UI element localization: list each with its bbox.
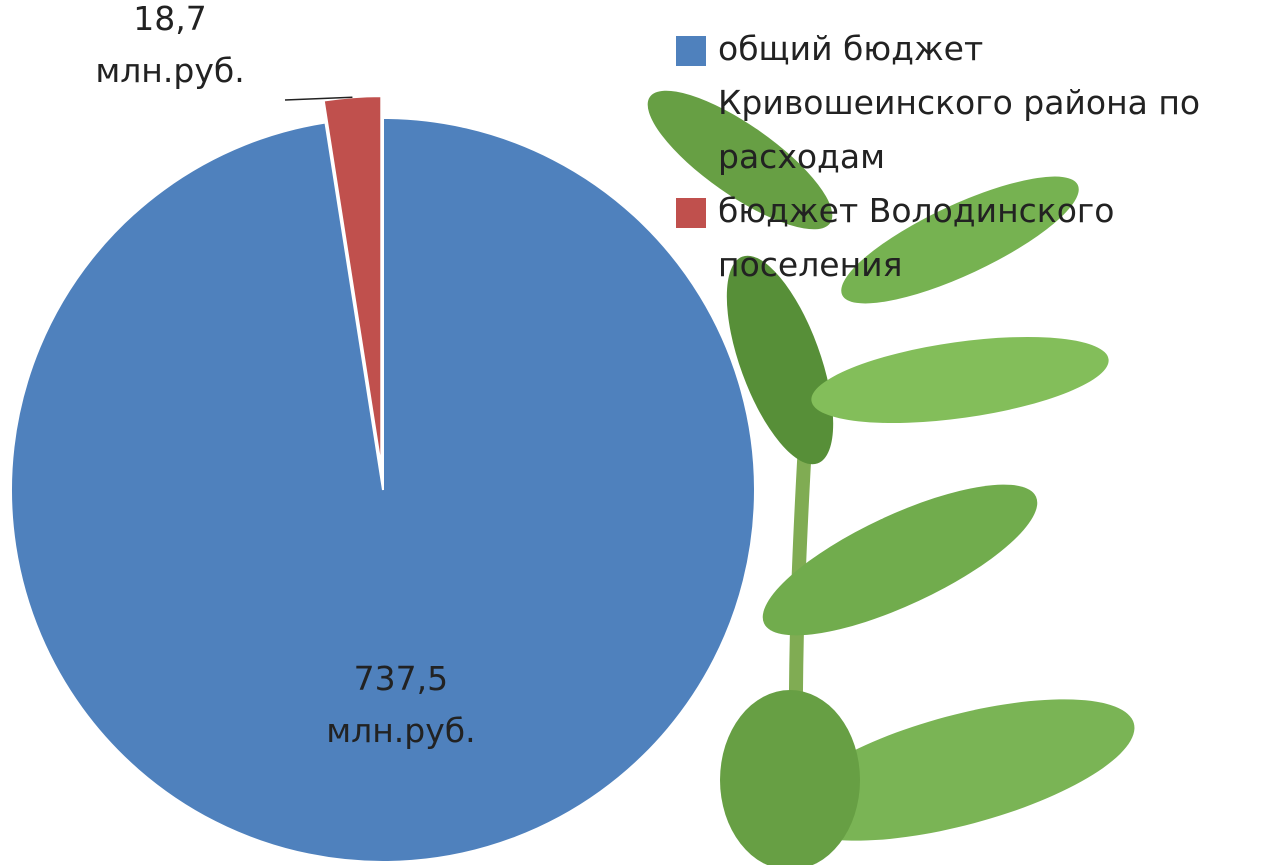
legend-swatch (676, 198, 706, 228)
pie-slice (10, 116, 756, 863)
plant-decoration (647, 90, 1135, 865)
data-label: 18,7 млн.руб. (95, 0, 244, 90)
legend-item: общий бюджет Кривошеинского района по ра… (676, 22, 1276, 184)
legend-label: бюджет Володинского поселения (718, 191, 1115, 284)
leader-line (284, 96, 353, 101)
legend-swatch (676, 36, 706, 66)
legend: общий бюджет Кривошеинского района по ра… (676, 22, 1276, 292)
data-label: 737,5 млн.руб. (326, 659, 475, 750)
legend-item: бюджет Володинского поселения (676, 184, 1276, 292)
pie-slice (322, 95, 383, 469)
legend-label: общий бюджет Кривошеинского района по ра… (718, 29, 1201, 176)
